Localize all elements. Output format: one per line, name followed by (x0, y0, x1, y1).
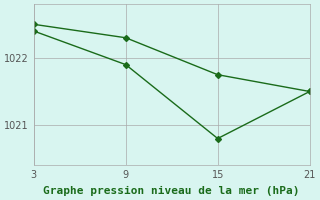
X-axis label: Graphe pression niveau de la mer (hPa): Graphe pression niveau de la mer (hPa) (44, 186, 300, 196)
